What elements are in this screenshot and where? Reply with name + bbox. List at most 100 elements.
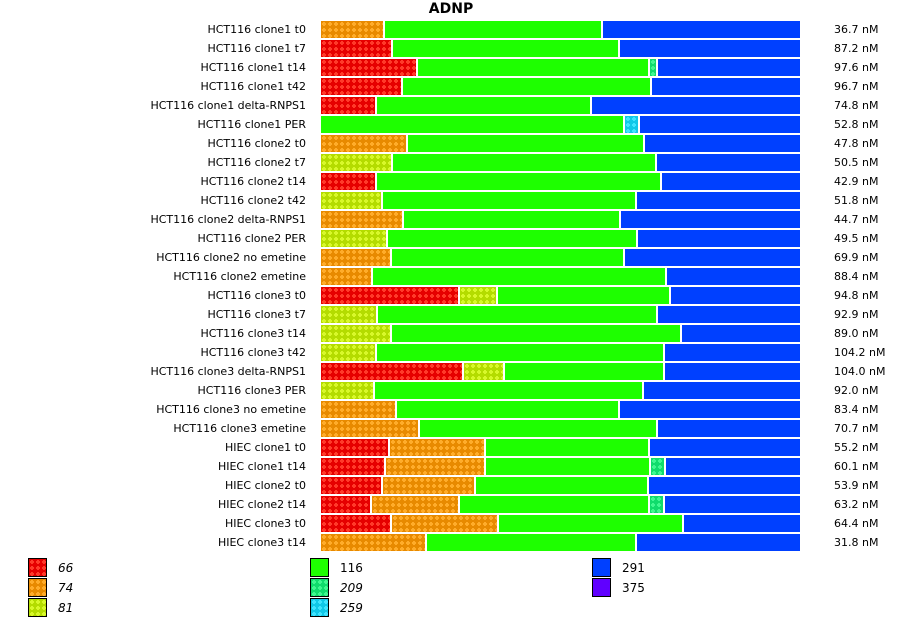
bar-segment-116 [476, 477, 647, 494]
bar-segment-74 [392, 515, 497, 532]
bar-segment-291 [603, 21, 800, 38]
row-label: HCT116 clone3 t42 [200, 346, 306, 359]
legend-swatch [310, 578, 329, 597]
legend-swatch [310, 598, 329, 617]
bar-segment-291 [650, 439, 800, 456]
bar-segment-116 [377, 97, 590, 114]
stacked-bar [321, 40, 802, 57]
bar-segment-116 [377, 344, 663, 361]
row-label: HCT116 clone1 t14 [200, 61, 306, 74]
bar-segment-291 [621, 211, 800, 228]
bar-segment-116 [499, 515, 682, 532]
bar-segment-74 [321, 135, 406, 152]
bar-segment-81 [321, 325, 390, 342]
legend-label: 291 [622, 561, 645, 575]
row-label: HCT116 clone2 t14 [200, 175, 306, 188]
row-total-label: 104.2 nM [834, 346, 886, 359]
bar-segment-116 [377, 173, 660, 190]
row-total-label: 36.7 nM [834, 23, 879, 36]
bar-segment-116 [392, 249, 623, 266]
legend-swatch [28, 578, 47, 597]
stacked-bar [321, 477, 802, 494]
stacked-bar [321, 154, 802, 171]
bar-segment-116 [388, 230, 636, 247]
stacked-bar [321, 21, 802, 38]
row-label: HCT116 clone2 PER [197, 232, 306, 245]
legend-swatch [310, 558, 329, 577]
stacked-bar [321, 78, 802, 95]
row-label: HCT116 clone2 no emetine [156, 251, 306, 264]
row-total-label: 60.1 nM [834, 460, 879, 473]
bar-segment-116 [498, 287, 669, 304]
bar-segment-74 [321, 268, 371, 285]
stacked-bar [321, 230, 802, 247]
bar-segment-291 [644, 382, 800, 399]
row-total-label: 83.4 nM [834, 403, 879, 416]
bar-segment-81 [321, 154, 391, 171]
bar-segment-116 [321, 116, 623, 133]
bar-segment-66 [321, 363, 462, 380]
row-total-label: 51.8 nM [834, 194, 879, 207]
stacked-bar [321, 59, 802, 76]
bar-segment-116 [393, 154, 655, 171]
bar-segment-209 [650, 496, 663, 513]
row-total-label: 87.2 nM [834, 42, 879, 55]
bar-segment-116 [505, 363, 663, 380]
row-label: HCT116 clone3 t0 [207, 289, 306, 302]
stacked-bar [321, 268, 802, 285]
bar-segment-116 [393, 40, 618, 57]
bar-segment-66 [321, 439, 388, 456]
row-label: HCT116 clone2 delta-RNPS1 [150, 213, 306, 226]
row-total-label: 97.6 nM [834, 61, 879, 74]
bar-segment-291 [640, 116, 800, 133]
bar-segment-66 [321, 40, 391, 57]
stacked-bar [321, 211, 802, 228]
row-label: HCT116 clone1 delta-RNPS1 [150, 99, 306, 112]
bar-segment-209 [650, 59, 656, 76]
stacked-bar [321, 401, 802, 418]
bar-segment-66 [321, 59, 416, 76]
bar-segment-116 [420, 420, 656, 437]
stacked-bar [321, 287, 802, 304]
bar-segment-291 [637, 534, 800, 551]
row-total-label: 69.9 nM [834, 251, 879, 264]
bar-segment-291 [649, 477, 800, 494]
legend-label: 81 [58, 601, 74, 615]
row-total-label: 74.8 nM [834, 99, 879, 112]
bar-segment-66 [321, 97, 375, 114]
bar-segment-291 [665, 496, 800, 513]
row-total-label: 44.7 nM [834, 213, 879, 226]
legend-label: 375 [622, 581, 645, 595]
stacked-bar [321, 135, 802, 152]
bar-segment-291 [657, 154, 800, 171]
bar-segment-74 [321, 211, 402, 228]
stacked-bar [321, 534, 802, 551]
legend-label: 209 [340, 581, 363, 595]
bar-segment-291 [662, 173, 800, 190]
row-label: HCT116 clone3 PER [197, 384, 306, 397]
bar-segment-291 [592, 97, 800, 114]
stacked-bar [321, 515, 802, 532]
bar-segment-291 [658, 420, 800, 437]
row-label: HCT116 clone1 t7 [207, 42, 306, 55]
bar-segment-66 [321, 287, 458, 304]
bar-segment-116 [378, 306, 656, 323]
row-total-label: 64.4 nM [834, 517, 879, 530]
row-label: HCT116 clone3 t14 [200, 327, 306, 340]
legend-label: 116 [340, 561, 363, 575]
bar-segment-291 [682, 325, 800, 342]
chart-title: ADNP [428, 1, 474, 17]
row-total-label: 52.8 nM [834, 118, 879, 131]
bar-segment-291 [620, 401, 800, 418]
row-label: HCT116 clone3 emetine [173, 422, 306, 435]
bar-segment-259 [625, 116, 638, 133]
stacked-bar [321, 116, 802, 133]
bar-segment-291 [684, 515, 800, 532]
bar-segment-291 [666, 458, 800, 475]
bar-segment-74 [321, 21, 383, 38]
row-total-label: 89.0 nM [834, 327, 879, 340]
bar-segment-116 [373, 268, 665, 285]
bar-segment-66 [321, 78, 401, 95]
bar-segment-291 [645, 135, 800, 152]
